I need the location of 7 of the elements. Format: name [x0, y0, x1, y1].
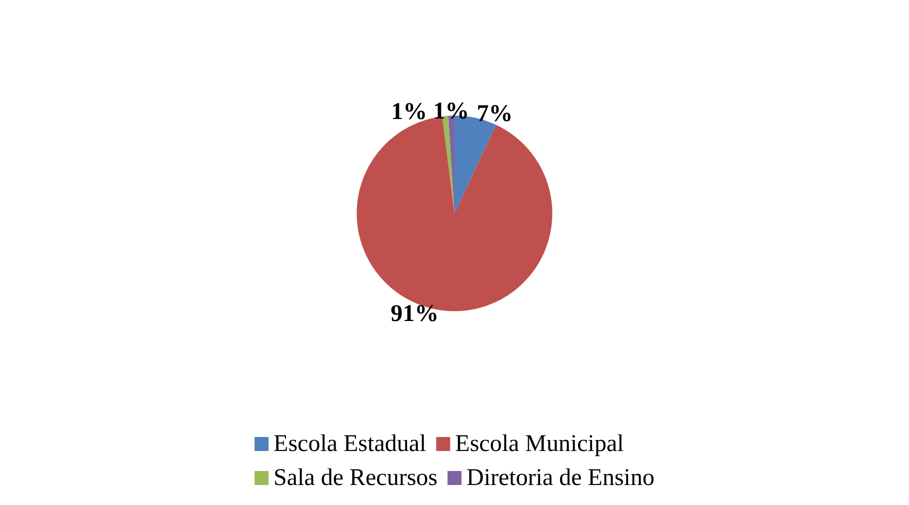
- legend-label: Escola Estadual: [274, 431, 426, 457]
- legend-label: Diretoria de Ensino: [466, 465, 654, 491]
- data-label: 91%: [390, 300, 439, 327]
- data-label: 7%: [476, 101, 513, 128]
- legend-label: Escola Municipal: [455, 431, 624, 457]
- legend-label: Sala de Recursos: [274, 465, 438, 491]
- data-label: 1%: [391, 99, 428, 126]
